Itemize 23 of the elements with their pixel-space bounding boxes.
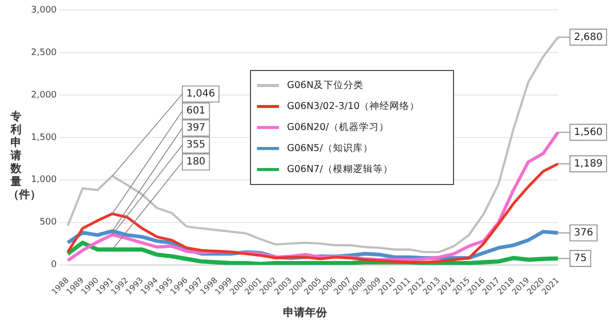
y-tick-label: 1,500 — [31, 132, 58, 143]
y-tick-label: 0 — [51, 260, 58, 270]
legend-label: G06N及下位分类 — [287, 79, 364, 92]
legend-label: G06N5/（知识库） — [287, 142, 373, 155]
data-label: 601 — [186, 106, 206, 117]
data-label: 75 — [574, 253, 587, 264]
data-label: 2,680 — [574, 32, 603, 43]
data-label: 355 — [186, 140, 206, 151]
legend-label: G06N3/02-3/10（神经网络） — [287, 100, 420, 113]
legend-label: G06N20/（机器学习） — [287, 121, 389, 134]
data-label: 1,046 — [186, 88, 215, 100]
data-label: 376 — [574, 227, 594, 238]
data-label: 1,189 — [574, 158, 603, 170]
x-axis-title: 申请年份 — [282, 305, 328, 320]
data-label: 1,560 — [574, 126, 603, 138]
data-label: 180 — [186, 156, 206, 168]
y-tick-label: 2,000 — [31, 90, 58, 100]
y-tick-label: 500 — [40, 218, 58, 228]
y-tick-label: 1,000 — [31, 175, 58, 186]
y-tick-label: 2,500 — [31, 48, 58, 58]
y-tick-label: 3,000 — [31, 5, 58, 16]
data-label: 397 — [186, 122, 206, 134]
legend-label: G06N7/（模糊逻辑等） — [287, 163, 393, 176]
